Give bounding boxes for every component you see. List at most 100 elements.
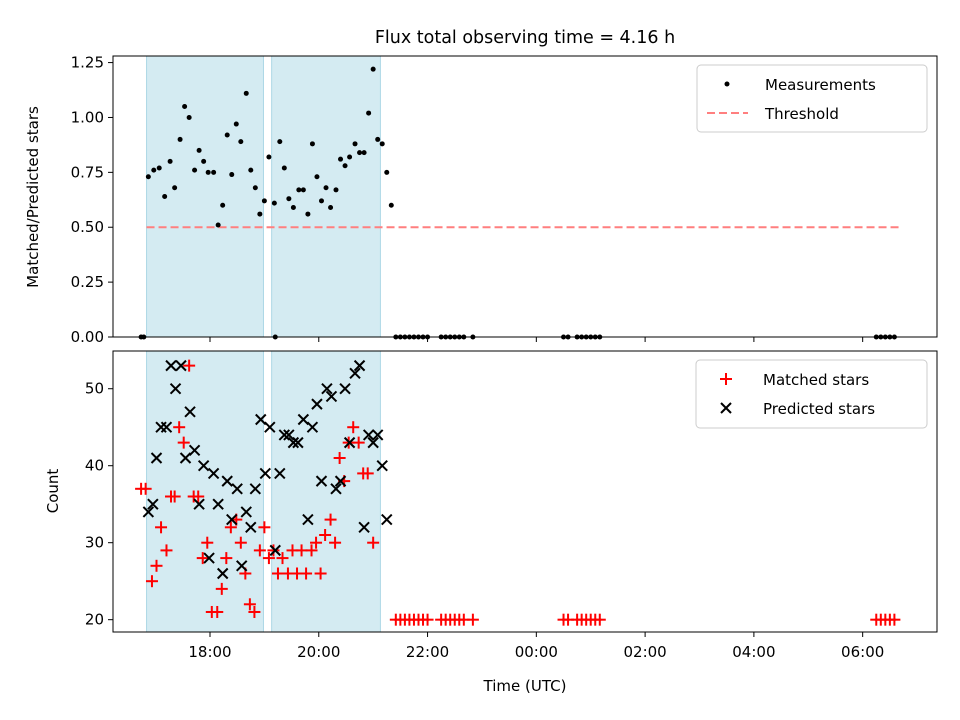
- predicted-star-point: [150, 452, 163, 464]
- measurement-point: [286, 196, 292, 202]
- predicted-star-point: [175, 359, 187, 372]
- matched-star-point: [352, 436, 365, 449]
- top-y-ticks: 0.00 0.25 0.50 0.75 1.00 1.25: [71, 54, 113, 346]
- y-tick-label: 0.00: [71, 328, 104, 346]
- measurement-point: [182, 103, 188, 109]
- measurement-point: [384, 169, 390, 175]
- matched-star-point: [305, 544, 318, 557]
- measurement-point: [309, 141, 315, 147]
- y-tick-label: 0.25: [71, 273, 104, 291]
- predicted-star-point: [278, 429, 291, 441]
- predicted-star-point: [311, 398, 323, 410]
- predicted-star-point: [325, 390, 338, 403]
- legend-predicted: Predicted stars: [763, 400, 875, 418]
- x-tick-label: 18:00: [188, 643, 231, 661]
- matched-star-point: [150, 559, 163, 572]
- matched-star-point: [333, 452, 346, 465]
- observing-span: [146, 350, 264, 633]
- matched-star-point: [243, 598, 256, 611]
- y-tick-label: 40: [85, 457, 104, 475]
- matched-star-point: [160, 544, 173, 557]
- predicted-star-point: [184, 406, 196, 418]
- matched-star-point: [258, 521, 271, 534]
- y-tick-label: 0.75: [71, 163, 104, 181]
- matched-star-point: [319, 528, 332, 541]
- predicted-star-point: [212, 498, 224, 510]
- predicted-star-point: [197, 460, 210, 472]
- predicted-star-point: [216, 567, 229, 580]
- measurement-point: [323, 185, 329, 191]
- measurement-point: [156, 165, 162, 171]
- predicted-star-point: [362, 429, 375, 441]
- bottom-axes-frame: [112, 350, 938, 633]
- matched-star-point: [367, 536, 380, 549]
- x-tick-label: 00:00: [515, 643, 558, 661]
- predicted-star-point: [236, 560, 248, 572]
- measurement-point: [361, 150, 367, 156]
- predicted-star-point: [334, 475, 347, 487]
- predicted-star-point: [306, 421, 319, 433]
- bottom-y-ticks: 20 30 40 50: [85, 380, 113, 629]
- y-tick-label: 20: [85, 611, 104, 629]
- predicted-star-point: [245, 521, 257, 534]
- predicted-star-point: [147, 498, 159, 510]
- matched-star-point: [155, 521, 168, 534]
- matched-star-point: [220, 552, 233, 565]
- matched-star-point: [234, 536, 247, 549]
- matched-star-point: [145, 575, 158, 588]
- predicted-star-point: [297, 413, 310, 426]
- matched-star-point: [211, 605, 224, 618]
- measurement-point: [388, 202, 394, 208]
- legend-threshold: Threshold: [764, 105, 839, 123]
- matched-star-point: [196, 552, 209, 565]
- star-count-points: [135, 359, 901, 626]
- x-tick-label: 20:00: [297, 643, 340, 661]
- measurement-point: [314, 174, 320, 180]
- measurement-point: [261, 198, 267, 204]
- measurement-point: [375, 136, 381, 142]
- measurement-point: [233, 121, 239, 127]
- observing-span: [271, 350, 381, 633]
- top-legend-box: [696, 64, 928, 133]
- predicted-legend-marker: [720, 402, 732, 414]
- matched-star-point: [173, 421, 186, 434]
- y-tick-label: 1.25: [71, 54, 104, 72]
- measurement-point: [305, 211, 311, 217]
- measurement-point: [379, 141, 385, 147]
- predicted-star-point: [343, 436, 356, 449]
- measurement-point: [352, 141, 358, 147]
- top-x-ticks: [209, 337, 864, 342]
- legend-measurements: Measurements: [765, 76, 876, 94]
- predicted-star-point: [226, 513, 238, 526]
- bottom-panel: 20 30 40 50 18:00 20:00 22:00 00:00 02:00 04:00 0…: [44, 350, 938, 695]
- matched-star-point: [888, 613, 901, 626]
- measurement-point: [186, 114, 192, 120]
- measurement-point: [366, 110, 372, 116]
- predicted-star-point: [339, 383, 351, 395]
- bottom-x-ticks: 18:00 20:00 22:00 00:00 02:00 04:00 06:00: [188, 632, 884, 661]
- predicted-star-point: [203, 552, 215, 564]
- predicted-star-point: [160, 421, 173, 433]
- matched-star-point: [593, 613, 606, 626]
- measurement-point: [220, 202, 226, 208]
- matched-star-point: [139, 482, 152, 495]
- matched-star-point: [248, 605, 261, 618]
- top-panel: 0.00 0.25 0.50 0.75 1.00 1.25 Matched/Predict…: [24, 54, 938, 346]
- predicted-star-point: [179, 452, 192, 464]
- matched-star-point: [253, 544, 266, 557]
- bottom-shaded-spans: [146, 350, 381, 633]
- x-tick-label: 06:00: [841, 643, 884, 661]
- measurement-point: [172, 185, 178, 191]
- predicted-star-point: [315, 475, 328, 487]
- top-axes-frame: [112, 55, 938, 338]
- measurement-point: [266, 154, 272, 160]
- matched-star-point: [300, 567, 313, 580]
- measurement-point: [370, 66, 376, 72]
- measurement-point: [145, 174, 151, 180]
- matched-star-point: [329, 536, 342, 549]
- x-tick-label: 22:00: [406, 643, 449, 661]
- matched-star-point: [421, 613, 434, 626]
- matched-star-point: [168, 490, 181, 503]
- measurement-point: [300, 187, 306, 193]
- measurement-point: [243, 90, 249, 96]
